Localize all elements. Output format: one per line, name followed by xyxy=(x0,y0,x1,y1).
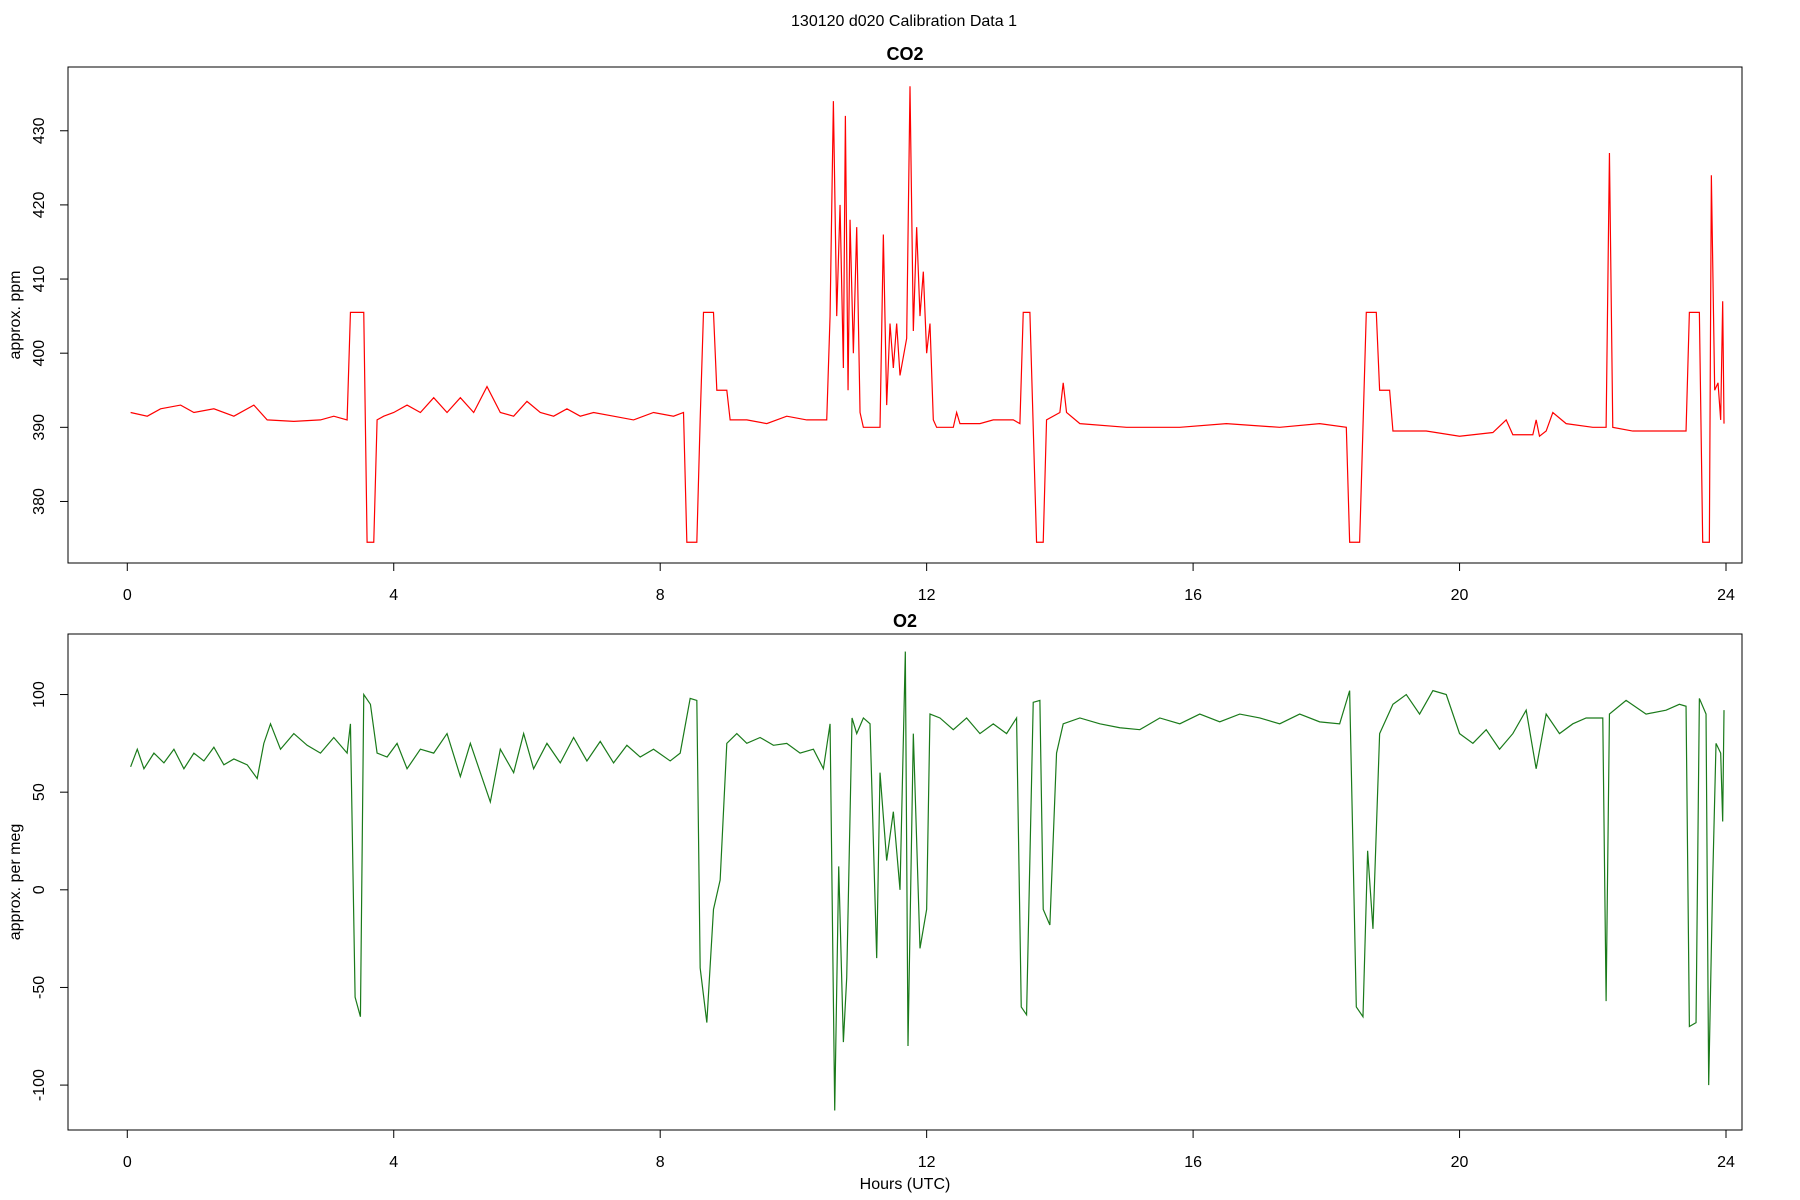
y-tick-label: 100 xyxy=(31,681,48,708)
plot-frame xyxy=(67,66,1743,564)
x-tick-label: 20 xyxy=(1451,587,1469,604)
data-line xyxy=(130,86,1725,543)
x-tick-label: 24 xyxy=(1717,1154,1735,1171)
x-tick-label: 16 xyxy=(1184,587,1202,604)
x-tick-label: 0 xyxy=(123,1154,132,1171)
x-tick-label: 4 xyxy=(389,1154,398,1171)
y-tick-label: 410 xyxy=(31,266,48,293)
y-tick-label: 390 xyxy=(31,414,48,441)
panel-title: CO2 xyxy=(886,44,923,64)
x-tick-label: 4 xyxy=(389,587,398,604)
y-tick-label: 420 xyxy=(31,191,48,218)
y-tick-label: 0 xyxy=(31,885,48,894)
x-tick-label: 12 xyxy=(918,587,936,604)
y-axis-label: approx. ppm xyxy=(7,271,24,360)
x-tick-label: 0 xyxy=(123,587,132,604)
x-tick-label: 16 xyxy=(1184,1154,1202,1171)
y-tick-label: 430 xyxy=(31,117,48,144)
y-tick-label: 400 xyxy=(31,340,48,367)
x-tick-label: 12 xyxy=(918,1154,936,1171)
x-tick-label: 20 xyxy=(1451,1154,1469,1171)
x-tick-label: 24 xyxy=(1717,587,1735,604)
y-tick-label: -100 xyxy=(31,1069,48,1101)
page-title: 130120 d020 Calibration Data 1 xyxy=(791,13,1017,30)
y-tick-label: -50 xyxy=(31,976,48,999)
x-tick-label: 8 xyxy=(656,587,665,604)
x-axis-label: Hours (UTC) xyxy=(860,1176,951,1193)
panel-title: O2 xyxy=(893,611,917,631)
y-axis-label: approx. per meg xyxy=(7,824,24,941)
plot-frame xyxy=(67,633,1743,1131)
y-tick-label: 380 xyxy=(31,488,48,515)
y-tick-label: 50 xyxy=(31,783,48,801)
x-tick-label: 8 xyxy=(656,1154,665,1171)
data-line xyxy=(130,651,1725,1111)
